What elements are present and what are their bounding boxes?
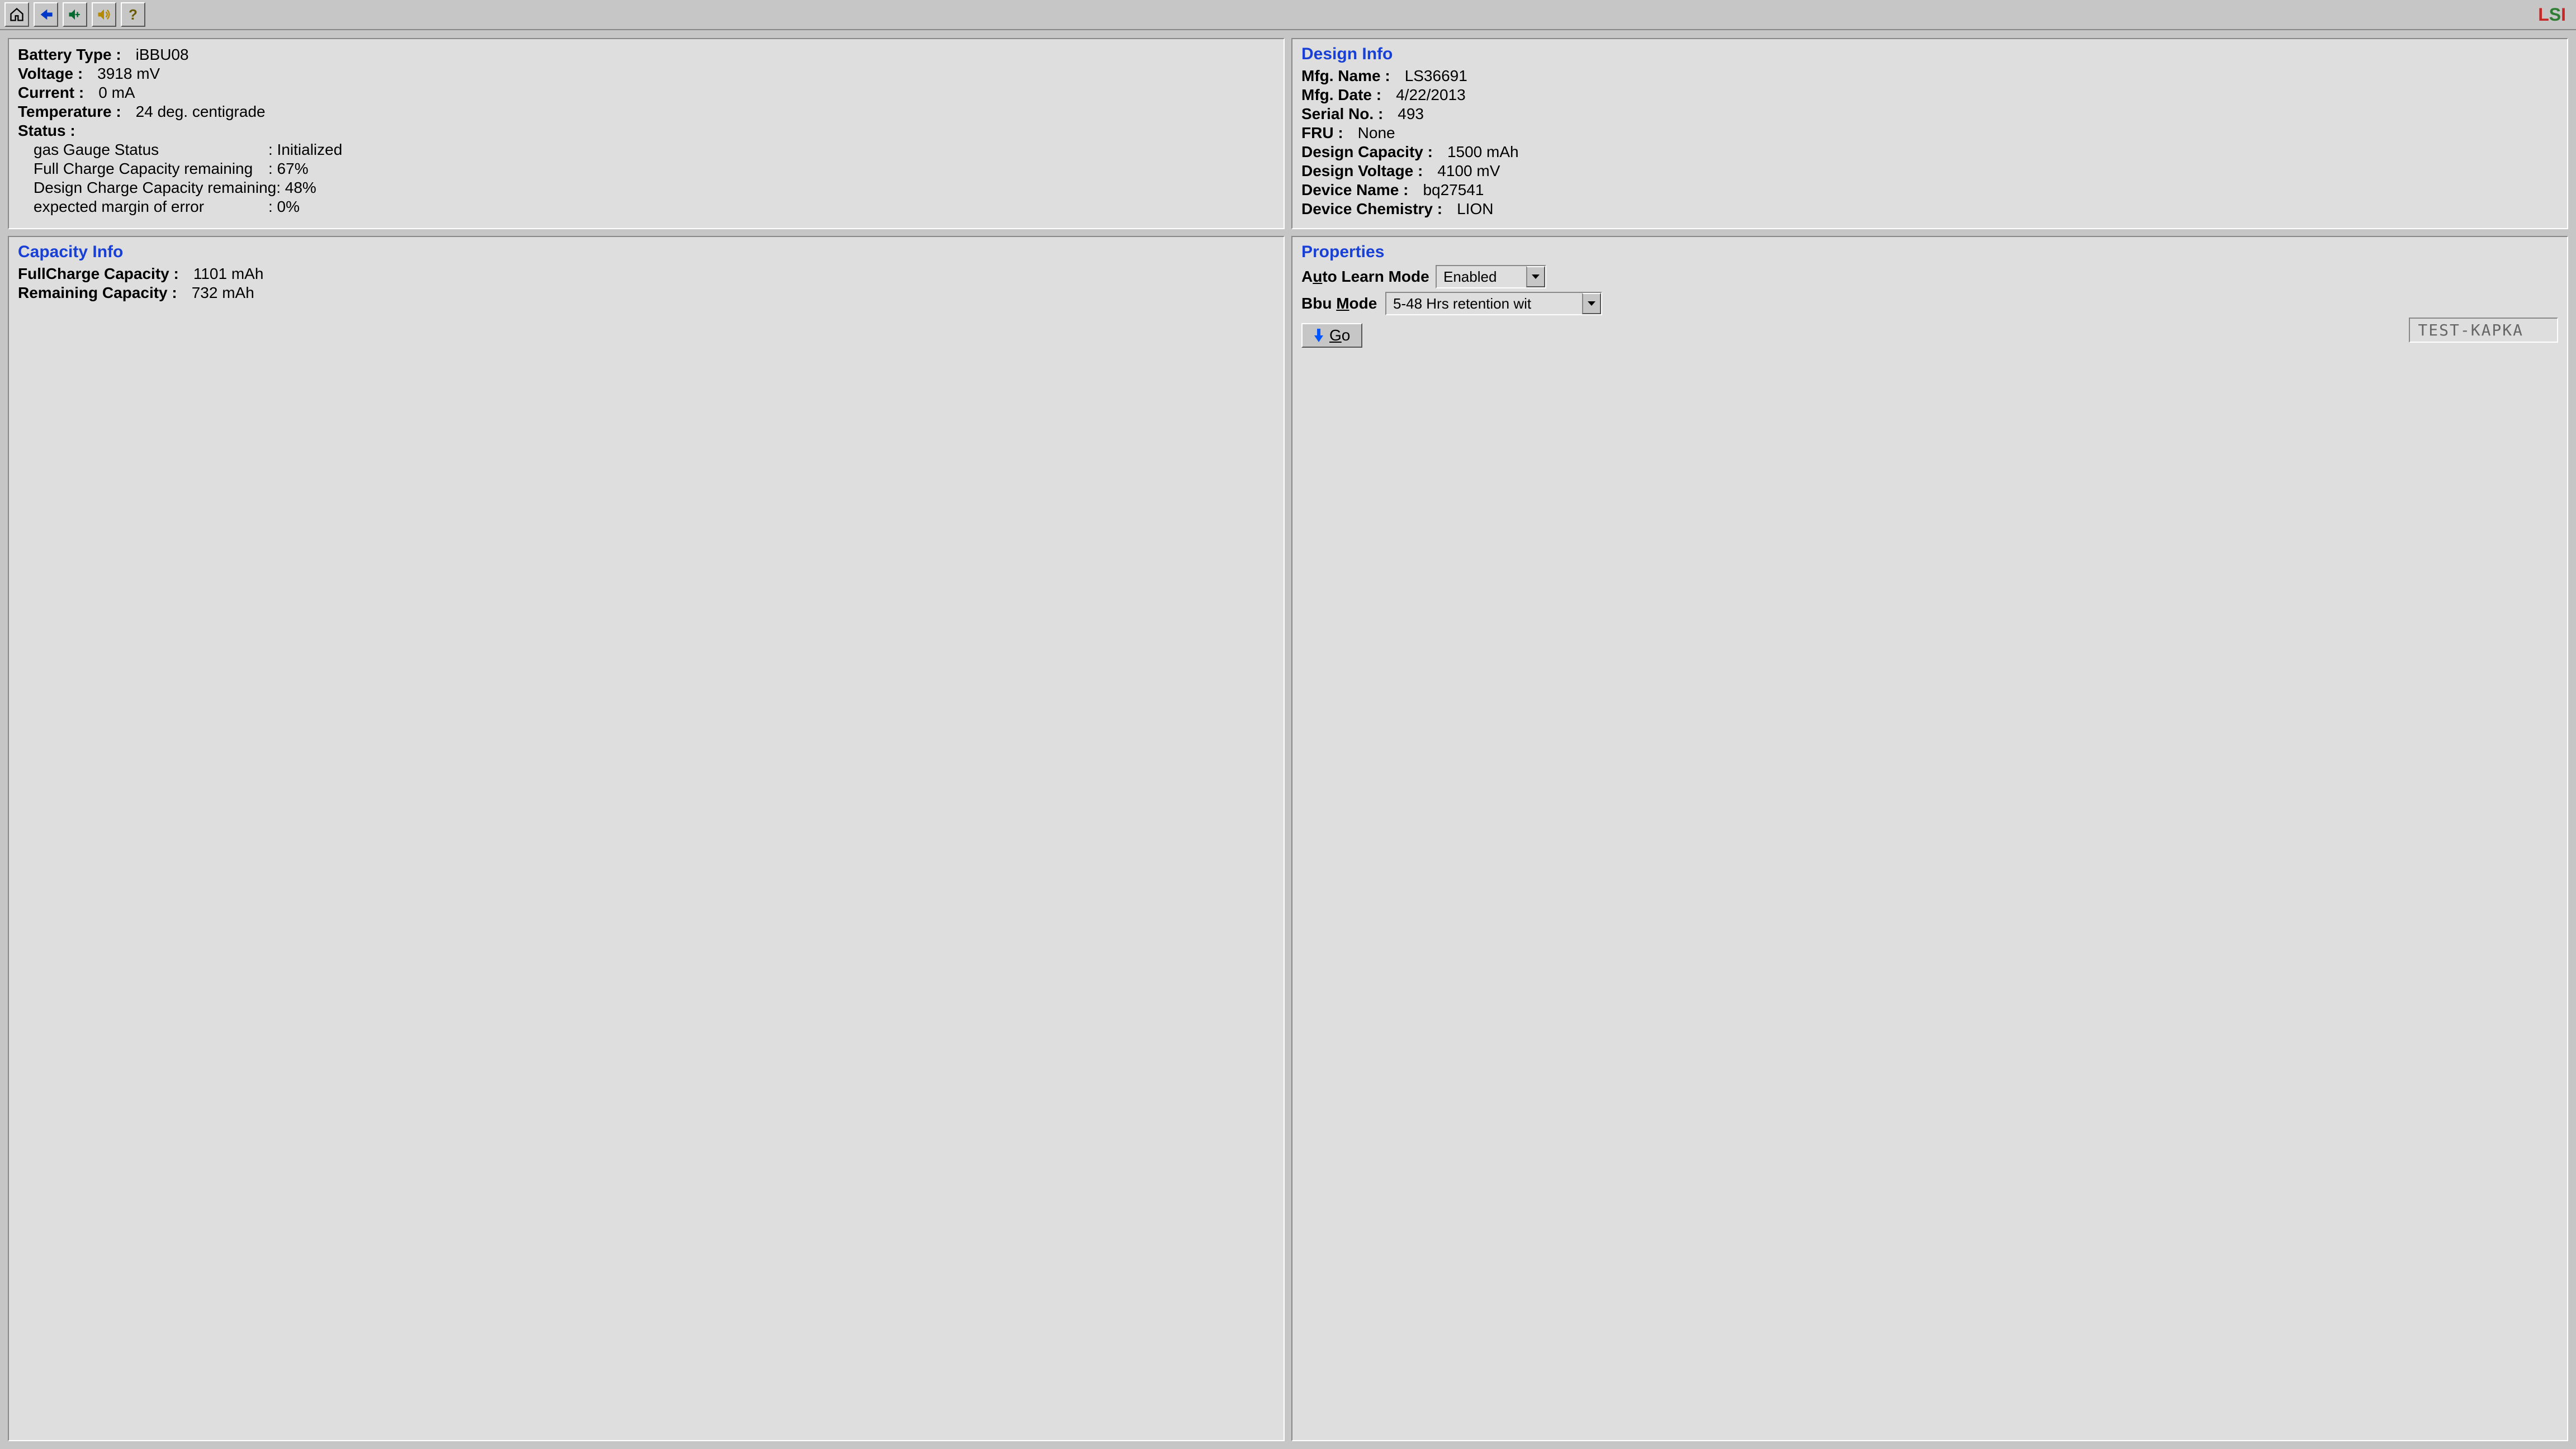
gas-gauge-label: gas Gauge Status bbox=[34, 141, 268, 159]
properties-header: Properties bbox=[1301, 243, 2558, 262]
help-button[interactable]: ? bbox=[121, 2, 145, 27]
sound-add-button[interactable] bbox=[63, 2, 87, 27]
mfg-date-value: 4/22/2013 bbox=[1396, 86, 1466, 104]
design-voltage-row: Design Voltage : 4100 mV bbox=[1301, 162, 2558, 180]
design-capacity-row: Design Capacity : 1500 mAh bbox=[1301, 143, 2558, 161]
chevron-down-icon bbox=[1526, 266, 1545, 287]
design-capacity-label: Design Capacity : bbox=[1301, 143, 1433, 161]
bbu-mode-dropdown[interactable]: 5-48 Hrs retention wit bbox=[1385, 292, 1602, 315]
full-charge-remaining-row: Full Charge Capacity remaining : 67% bbox=[18, 160, 1275, 178]
full-charge-capacity-row: FullCharge Capacity : 1101 mAh bbox=[18, 265, 1275, 283]
current-value: 0 mA bbox=[98, 84, 135, 102]
full-charge-capacity-value: 1101 mAh bbox=[193, 265, 264, 283]
full-charge-remaining-label: Full Charge Capacity remaining bbox=[34, 160, 268, 178]
temperature-row: Temperature : 24 deg. centigrade bbox=[18, 103, 1275, 121]
host-name-field[interactable]: TEST-KAPKA bbox=[2409, 318, 2558, 343]
sound-add-icon bbox=[67, 7, 83, 22]
back-button[interactable] bbox=[34, 2, 58, 27]
bbu-mode-label: Bbu Mode bbox=[1301, 295, 1385, 312]
device-chemistry-label: Device Chemistry : bbox=[1301, 200, 1442, 218]
vendor-logo: LSI bbox=[2538, 4, 2572, 25]
gas-gauge-value: : Initialized bbox=[268, 141, 342, 159]
mfg-date-label: Mfg. Date : bbox=[1301, 86, 1381, 104]
auto-learn-label: Auto Learn Mode bbox=[1301, 268, 1436, 286]
battery-type-row: Battery Type : iBBU08 bbox=[18, 46, 1275, 64]
design-voltage-label: Design Voltage : bbox=[1301, 162, 1423, 180]
auto-learn-value: Enabled bbox=[1443, 268, 1522, 286]
battery-panel: Battery Type : iBBU08 Voltage : 3918 mV … bbox=[8, 38, 1285, 229]
voltage-value: 3918 mV bbox=[97, 65, 160, 83]
remaining-capacity-value: 732 mAh bbox=[192, 284, 254, 302]
go-label: Go bbox=[1329, 326, 1350, 344]
mfg-name-value: LS36691 bbox=[1405, 67, 1467, 85]
temperature-label: Temperature : bbox=[18, 103, 121, 121]
chevron-down-icon bbox=[1582, 293, 1601, 314]
voltage-label: Voltage : bbox=[18, 65, 83, 83]
serial-value: 493 bbox=[1398, 105, 1424, 123]
home-icon bbox=[9, 7, 25, 22]
temperature-value: 24 deg. centigrade bbox=[136, 103, 266, 121]
status-row: Status : bbox=[18, 122, 1275, 140]
device-name-row: Device Name : bq27541 bbox=[1301, 181, 2558, 199]
mfg-date-row: Mfg. Date : 4/22/2013 bbox=[1301, 86, 2558, 104]
auto-learn-dropdown[interactable]: Enabled bbox=[1436, 265, 1546, 288]
bbu-mode-row: Bbu Mode 5-48 Hrs retention wit bbox=[1301, 292, 2558, 315]
arrow-down-icon bbox=[1314, 328, 1324, 343]
device-name-value: bq27541 bbox=[1423, 181, 1484, 199]
current-label: Current : bbox=[18, 84, 84, 102]
full-charge-capacity-label: FullCharge Capacity : bbox=[18, 265, 179, 283]
status-label: Status : bbox=[18, 122, 75, 140]
device-chemistry-row: Device Chemistry : LION bbox=[1301, 200, 2558, 218]
design-voltage-value: 4100 mV bbox=[1437, 162, 1500, 180]
auto-learn-row: Auto Learn Mode Enabled bbox=[1301, 265, 2558, 288]
bbu-mode-value: 5-48 Hrs retention wit bbox=[1393, 295, 1578, 312]
margin-error-row: expected margin of error : 0% bbox=[18, 198, 1275, 216]
fru-value: None bbox=[1358, 124, 1395, 142]
main-grid: Battery Type : iBBU08 Voltage : 3918 mV … bbox=[0, 30, 2576, 1449]
voltage-row: Voltage : 3918 mV bbox=[18, 65, 1275, 83]
remaining-capacity-label: Remaining Capacity : bbox=[18, 284, 177, 302]
mfg-name-row: Mfg. Name : LS36691 bbox=[1301, 67, 2558, 85]
fru-row: FRU : None bbox=[1301, 124, 2558, 142]
gas-gauge-row: gas Gauge Status : Initialized bbox=[18, 141, 1275, 159]
toolbar: ? LSI bbox=[0, 0, 2576, 30]
capacity-info-panel: Capacity Info FullCharge Capacity : 1101… bbox=[8, 236, 1285, 1441]
home-button[interactable] bbox=[4, 2, 29, 27]
remaining-capacity-row: Remaining Capacity : 732 mAh bbox=[18, 284, 1275, 302]
design-capacity-value: 1500 mAh bbox=[1447, 143, 1519, 161]
margin-error-value: : 0% bbox=[268, 198, 300, 216]
fru-label: FRU : bbox=[1301, 124, 1343, 142]
design-charge-remaining-row: Design Charge Capacity remaining : 48% bbox=[18, 179, 1275, 197]
design-charge-remaining-label: Design Charge Capacity remaining bbox=[34, 179, 276, 197]
battery-type-label: Battery Type : bbox=[18, 46, 121, 64]
device-name-label: Device Name : bbox=[1301, 181, 1408, 199]
current-row: Current : 0 mA bbox=[18, 84, 1275, 102]
serial-label: Serial No. : bbox=[1301, 105, 1383, 123]
design-info-header: Design Info bbox=[1301, 45, 2558, 64]
back-icon bbox=[38, 7, 54, 22]
capacity-info-header: Capacity Info bbox=[18, 243, 1275, 262]
properties-panel: Properties Auto Learn Mode Enabled Bbu M… bbox=[1291, 236, 2568, 1441]
design-info-panel: Design Info Mfg. Name : LS36691 Mfg. Dat… bbox=[1291, 38, 2568, 229]
mfg-name-label: Mfg. Name : bbox=[1301, 67, 1390, 85]
full-charge-remaining-value: : 67% bbox=[268, 160, 309, 178]
battery-type-value: iBBU08 bbox=[136, 46, 189, 64]
sound-icon bbox=[96, 7, 112, 22]
device-chemistry-value: LION bbox=[1457, 200, 1493, 218]
serial-row: Serial No. : 493 bbox=[1301, 105, 2558, 123]
design-charge-remaining-value: : 48% bbox=[276, 179, 316, 197]
help-icon: ? bbox=[129, 6, 138, 23]
margin-error-label: expected margin of error bbox=[34, 198, 268, 216]
go-button[interactable]: Go bbox=[1301, 323, 1362, 348]
sound-button[interactable] bbox=[92, 2, 116, 27]
